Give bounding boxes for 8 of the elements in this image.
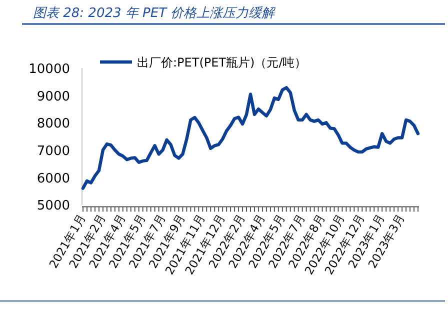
y-tick-label: 8000 (36, 116, 70, 132)
y-tick-label: 10000 (28, 62, 70, 77)
y-tick-label: 6000 (36, 171, 70, 186)
y-tick-label: 9000 (36, 89, 70, 104)
y-tick-label: 7000 (36, 144, 70, 160)
legend-label: 出厂价:PET(PET瓶片)（元/吨） (137, 56, 307, 70)
y-tick-label: 5000 (36, 198, 70, 214)
chart-title: 图表 28: 2023 年 PET 价格上涨压力缓解 (33, 6, 277, 21)
